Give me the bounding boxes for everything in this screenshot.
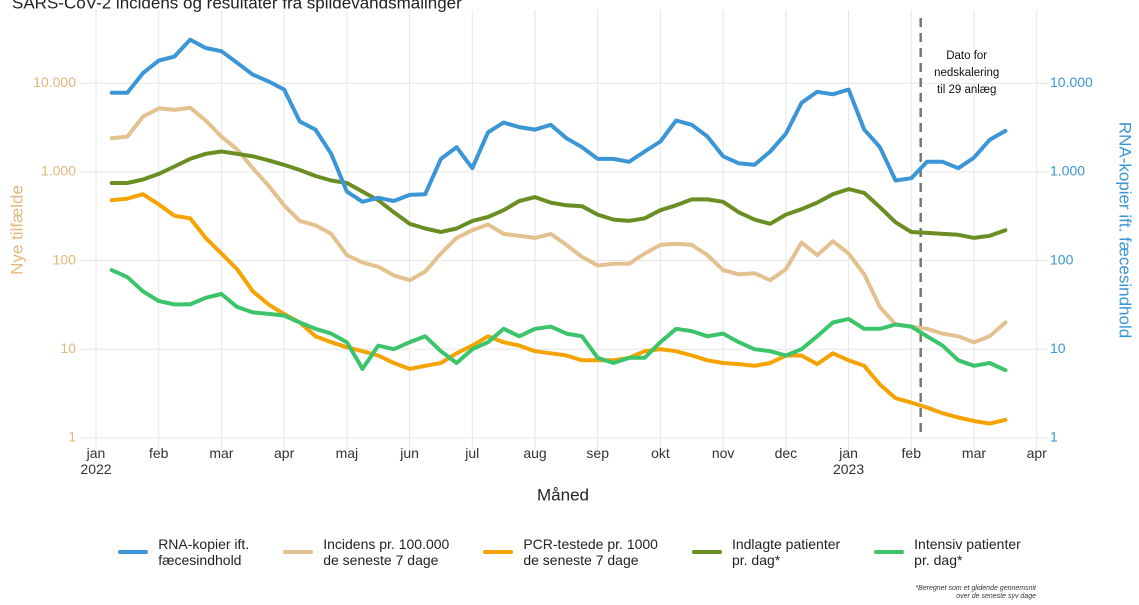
x-tick-label: jan 2023 bbox=[833, 445, 864, 477]
legend-swatch bbox=[874, 550, 905, 554]
x-tick-label: nov bbox=[712, 445, 735, 461]
legend-item: Incidens pr. 100.000 de seneste 7 dage bbox=[283, 536, 449, 568]
legend-swatch bbox=[691, 550, 722, 554]
annotation-text: til 29 anlæg bbox=[937, 84, 996, 96]
x-tick-label: maj bbox=[336, 445, 359, 461]
series-line bbox=[109, 268, 1008, 373]
legend-swatch bbox=[483, 550, 514, 554]
y2-tick-label: 10 bbox=[1050, 340, 1066, 356]
legend-label: Intensiv patienter pr. dag* bbox=[914, 536, 1021, 568]
x-tick-label: okt bbox=[651, 445, 670, 461]
legend-swatch bbox=[118, 550, 149, 554]
x-tick-label: feb bbox=[902, 445, 922, 461]
x-tick-label: feb bbox=[149, 445, 169, 461]
legend-item: Indlagte patienter pr. dag* bbox=[691, 536, 841, 568]
y-axis-title: Nye tilfælde bbox=[7, 185, 26, 275]
y-tick-label: 1 bbox=[68, 429, 76, 445]
y-tick-label: 100 bbox=[53, 251, 77, 267]
chart: SARS-CoV-2 incidens og resultater fra sp… bbox=[7, 0, 1135, 504]
y2-tick-label: 100 bbox=[1050, 251, 1074, 267]
x-tick-label: aug bbox=[523, 445, 546, 461]
y2-tick-label: 1 bbox=[1050, 429, 1058, 445]
legend-item: RNA-kopier ift. fæcesindhold bbox=[118, 536, 249, 568]
legend-label: PCR-testede pr. 1000 de seneste 7 dage bbox=[523, 536, 658, 568]
legend-label: RNA-kopier ift. fæcesindhold bbox=[158, 536, 250, 568]
annotation-text: Dato for bbox=[946, 50, 987, 62]
x-tick-label: apr bbox=[274, 445, 295, 461]
legend-label: Incidens pr. 100.000 de seneste 7 dage bbox=[323, 536, 450, 568]
y-tick-label: 10.000 bbox=[33, 74, 76, 90]
series-line bbox=[109, 192, 1008, 426]
footnote: *Beregnet som et glidende gennemsnit ove… bbox=[915, 585, 1036, 600]
x-tick-label: sep bbox=[586, 445, 609, 461]
x-tick-label: mar bbox=[209, 445, 233, 461]
y-tick-label: 1.000 bbox=[41, 163, 76, 179]
legend-label: Indlagte patienter pr. dag* bbox=[731, 536, 841, 568]
y2-tick-label: 1.000 bbox=[1050, 163, 1085, 179]
legend-item: PCR-testede pr. 1000 de seneste 7 dage bbox=[483, 536, 658, 568]
y2-axis-title: RNA-kopier ift. fæcesindhold bbox=[1116, 122, 1135, 338]
series-line bbox=[109, 37, 1008, 204]
x-tick-label: apr bbox=[1027, 445, 1048, 461]
legend-swatch bbox=[283, 550, 314, 554]
y2-tick-label: 10.000 bbox=[1050, 74, 1093, 90]
series-line bbox=[109, 149, 1008, 240]
x-tick-label: jul bbox=[464, 445, 479, 461]
x-tick-label: mar bbox=[962, 445, 986, 461]
x-tick-label: dec bbox=[775, 445, 798, 461]
legend-item: Intensiv patienter pr. dag* bbox=[874, 536, 1021, 568]
chart-title: SARS-CoV-2 incidens og resultater fra sp… bbox=[12, 0, 462, 12]
x-tick-label: jan 2022 bbox=[80, 445, 111, 477]
y-tick-label: 10 bbox=[60, 340, 76, 356]
x-tick-label: jun bbox=[399, 445, 419, 461]
x-axis-title: Måned bbox=[537, 485, 589, 504]
annotation-text: nedskalering bbox=[934, 67, 999, 79]
series-line bbox=[109, 105, 1008, 345]
legend: RNA-kopier ift. fæcesindhold Incidens pr.… bbox=[0, 536, 1139, 568]
